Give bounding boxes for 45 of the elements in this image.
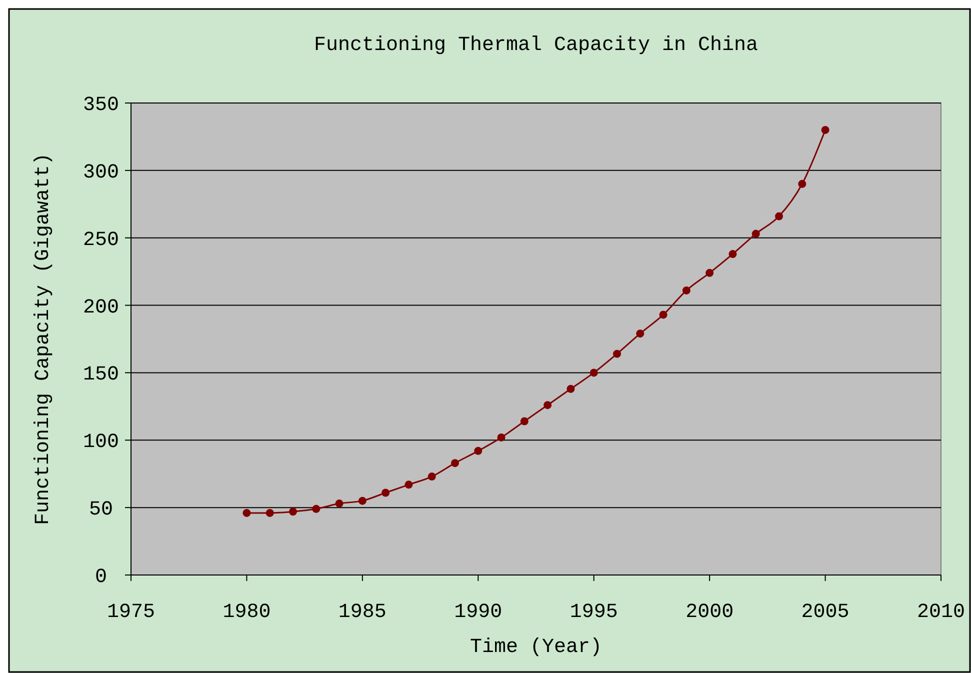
point bbox=[728, 250, 737, 258]
point bbox=[242, 508, 251, 517]
y-tick-label: 150 bbox=[82, 364, 120, 387]
y-tick-label: 0 bbox=[94, 566, 108, 589]
x-tick-label: 2005 bbox=[801, 601, 850, 624]
x-tick-label: 1990 bbox=[454, 601, 502, 624]
point bbox=[382, 488, 390, 497]
y-axis-title: Functioning Capacity (Gigawatt) bbox=[32, 152, 55, 526]
x-tick-label: 1995 bbox=[570, 601, 618, 624]
point bbox=[613, 350, 621, 358]
point bbox=[821, 126, 830, 134]
x-tick-label: 1975 bbox=[106, 601, 156, 624]
x-tick-label: 2000 bbox=[686, 601, 734, 624]
point bbox=[590, 368, 598, 377]
point bbox=[566, 384, 575, 393]
y-tick-label: 100 bbox=[82, 431, 120, 454]
y-tick-label: 250 bbox=[82, 228, 120, 252]
x-tick-label: 1985 bbox=[338, 601, 386, 624]
point bbox=[289, 508, 297, 516]
x-axis-title: Time (Year) bbox=[470, 636, 602, 659]
point bbox=[752, 230, 760, 238]
x-tick-label: 1980 bbox=[222, 601, 271, 624]
chart-title: Functioning Thermal Capacity in China bbox=[314, 34, 758, 57]
point bbox=[335, 500, 344, 508]
point bbox=[682, 286, 690, 294]
point bbox=[497, 433, 506, 442]
point bbox=[659, 310, 668, 319]
point bbox=[404, 480, 413, 489]
point bbox=[544, 401, 552, 410]
point bbox=[775, 212, 783, 220]
point bbox=[520, 417, 528, 426]
point bbox=[474, 446, 482, 455]
point bbox=[266, 508, 274, 517]
point bbox=[358, 496, 366, 505]
point bbox=[312, 504, 320, 513]
point bbox=[636, 330, 644, 338]
point bbox=[706, 268, 714, 277]
y-tick-label: 50 bbox=[88, 498, 114, 522]
point bbox=[428, 472, 436, 481]
y-tick-label: 350 bbox=[82, 94, 120, 117]
y-tick-label: 200 bbox=[82, 296, 120, 320]
point bbox=[798, 180, 806, 188]
y-tick-label: 300 bbox=[82, 161, 120, 184]
point bbox=[451, 459, 459, 468]
x-tick-label: 2010 bbox=[916, 601, 966, 624]
